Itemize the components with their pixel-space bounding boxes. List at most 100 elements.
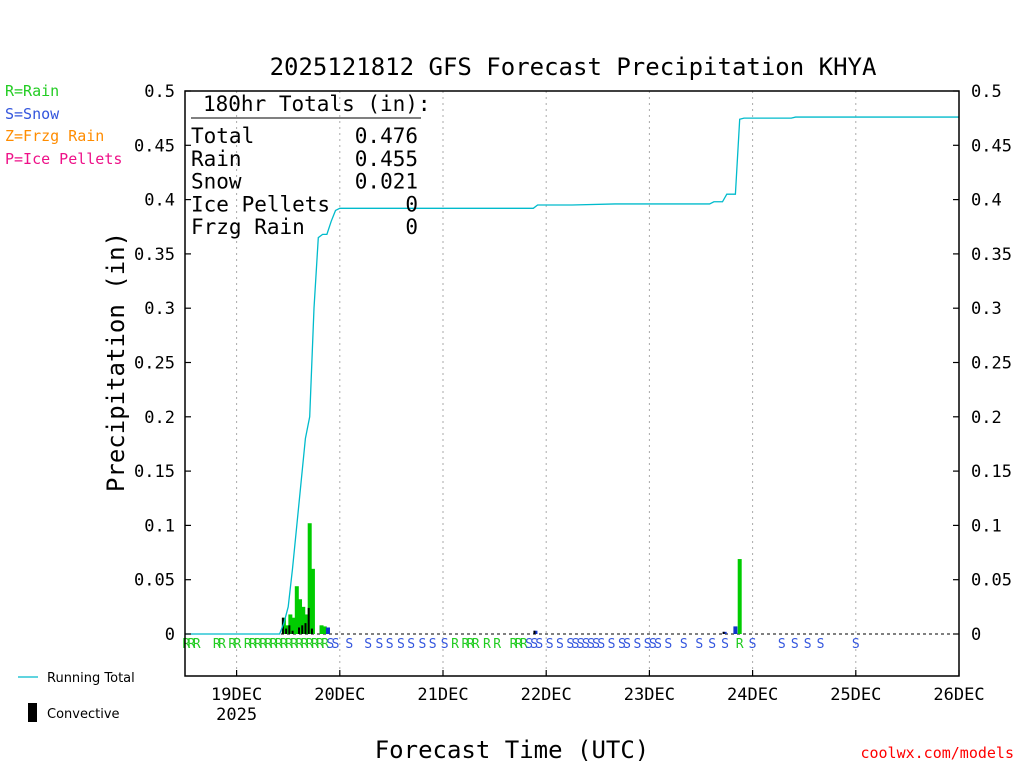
precip-bar	[298, 599, 303, 634]
totals-label: Total	[191, 124, 254, 148]
precip-type-marker: R	[311, 637, 319, 652]
precip-type-marker: R	[188, 637, 196, 652]
precip-type-marker: S	[397, 637, 405, 652]
convective-legend-label: Convective	[47, 707, 120, 722]
precip-type-marker: S	[332, 637, 340, 652]
precip-type-marker: R	[515, 637, 523, 652]
totals-label: Ice Pellets	[191, 192, 330, 216]
x-tick-label: 21DEC	[417, 685, 468, 705]
precip-type-marker: R	[285, 637, 293, 652]
precip-type-marker: R	[295, 637, 303, 652]
totals-label: Rain	[191, 147, 242, 171]
y-tick-label-right: 0.3	[971, 299, 1002, 319]
precip-bar	[733, 626, 738, 634]
totals-label: Snow	[191, 170, 242, 194]
precip-type-marker: S	[592, 637, 600, 652]
precip-type-marker: S	[749, 637, 757, 652]
totals-header: 180hr Totals (in):	[203, 92, 431, 116]
precip-bar	[737, 559, 742, 634]
precip-type-marker: R	[193, 637, 201, 652]
precip-type-marker: S	[721, 637, 729, 652]
y-axis-label: Precipitation (in)	[102, 232, 130, 492]
precip-type-marker: R	[259, 637, 267, 652]
precip-type-marker: R	[467, 637, 475, 652]
precip-bar	[291, 617, 296, 634]
y-tick-label-left: 0.45	[134, 136, 175, 156]
precip-type-marker: S	[618, 637, 626, 652]
totals-box: 180hr Totals (in): Total 0.476 Rain 0.455 Sno…	[191, 92, 431, 239]
convective-legend-swatch	[28, 703, 37, 722]
precip-bar	[288, 614, 293, 634]
precip-type-marker: R	[234, 637, 242, 652]
y-tick-label-right: 0.15	[971, 462, 1012, 482]
precip-type-marker: S	[441, 637, 449, 652]
precip-type-marker: R	[280, 637, 288, 652]
precip-type-marker: S	[546, 637, 554, 652]
convective-bar	[285, 628, 288, 634]
precip-type-marker: S	[633, 637, 641, 652]
y-tick-label-right: 0.35	[971, 245, 1012, 265]
totals-value: 0	[405, 192, 418, 216]
precip-type-marker: S	[556, 637, 564, 652]
precip-type-marker: R	[306, 637, 314, 652]
totals-value: 0.476	[355, 124, 418, 148]
y-tick-label-left: 0.35	[134, 245, 175, 265]
precip-bar	[307, 523, 312, 634]
y-tick-label-right: 0.05	[971, 571, 1012, 591]
precip-type-marker: S	[345, 637, 353, 652]
y-axis: 0 00.05 0.050.1 0.10.15 0.150.2 0.20.25 0.250.…	[134, 82, 1012, 645]
precip-type-marker: S	[804, 637, 812, 652]
precip-type-marker: S	[587, 637, 595, 652]
precip-bar	[325, 627, 330, 634]
precip-type-marker: R	[254, 637, 262, 652]
precip-type-marker: S	[535, 637, 543, 652]
precip-type-marker: S	[791, 637, 799, 652]
precip-type-legend-item: Z=Frzg Rain	[5, 127, 105, 145]
y-tick-label-right: 0	[971, 625, 981, 645]
x-tick-label: 26DEC	[933, 685, 984, 705]
precip-type-marker: R	[275, 637, 283, 652]
precip-type-marker: R	[265, 637, 273, 652]
y-tick-label-right: 0.4	[971, 191, 1002, 211]
precip-type-marker: S	[577, 637, 585, 652]
convective-bar	[301, 625, 304, 634]
precip-bar	[310, 568, 315, 634]
precip-type-marker: R	[472, 637, 480, 652]
precip-type-marker: S	[597, 637, 605, 652]
convective-bar	[291, 630, 294, 634]
precip-type-marker: S	[680, 637, 688, 652]
precip-type-marker: S	[386, 637, 394, 652]
x-tick-label: 25DEC	[830, 685, 881, 705]
precip-type-legend-item: P=Ice Pellets	[5, 149, 123, 168]
precip-type-marker: S	[778, 637, 786, 652]
x-tick-label: 22DEC	[521, 685, 572, 705]
precip-type-marker: S	[375, 637, 383, 652]
precip-type-marker: R	[301, 637, 309, 652]
precip-type-marker: S	[530, 637, 538, 652]
convective-bar	[722, 631, 725, 634]
x-axis-label: Forecast Time (UTC)	[375, 736, 650, 764]
series-legend: Running Total Convective	[18, 671, 135, 722]
precip-type-marker: S	[525, 637, 533, 652]
y-tick-label-left: 0.4	[144, 191, 175, 211]
running-total-layer	[185, 116, 959, 635]
grid-lines	[236, 91, 857, 676]
x-tick-label: 24DEC	[727, 685, 778, 705]
precip-type-marker: S	[418, 637, 426, 652]
y-tick-label-right: 0.5	[971, 82, 1002, 102]
precip-type-legend-item: S=Snow	[5, 104, 60, 123]
totals-label: Frzg Rain	[191, 215, 305, 239]
precip-type-marker: S	[644, 637, 652, 652]
y-tick-label-left: 0.05	[134, 571, 175, 591]
chart-title: 2025121812 GFS Forecast Precipitation KH…	[270, 53, 877, 81]
precip-type-marker: S	[326, 637, 334, 652]
y-tick-label-right: 0.25	[971, 354, 1012, 374]
precip-type-marker: R	[520, 637, 528, 652]
y-tick-label-left: 0.5	[144, 82, 175, 102]
convective-bar	[288, 625, 291, 634]
precip-type-marker: R	[493, 637, 501, 652]
x-tick-label: 20DEC	[314, 685, 365, 705]
precip-type-marker: S	[654, 637, 662, 652]
precip-type-marker: S	[407, 637, 415, 652]
